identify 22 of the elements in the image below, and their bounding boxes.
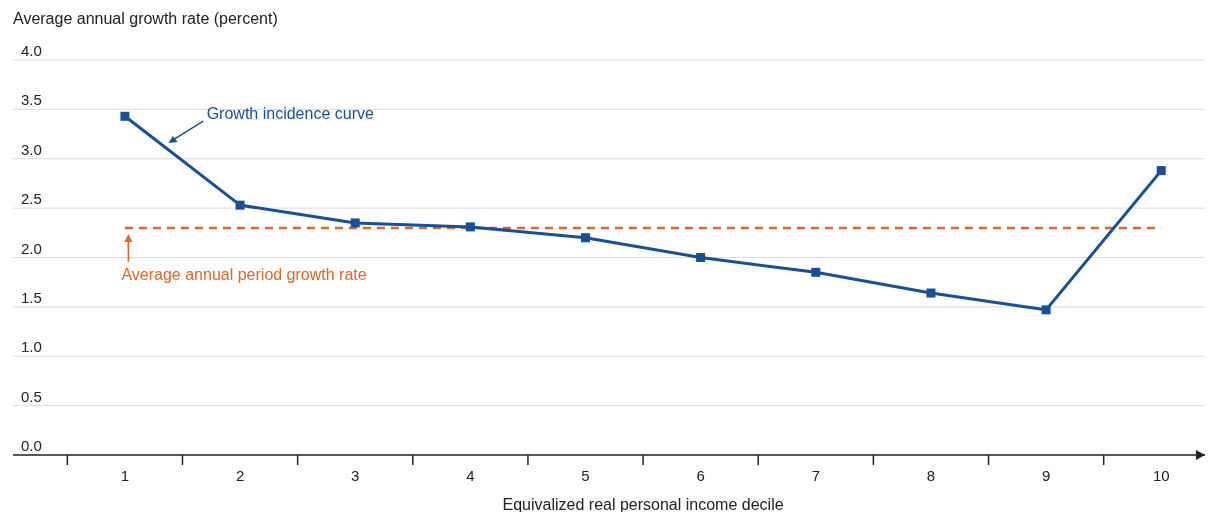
y-tick-label: 2.5 [21,190,42,208]
y-tick-label: 0.5 [21,387,42,405]
y-tick-label: 3.5 [21,91,42,109]
x-tick-label: 4 [466,467,475,484]
y-tick-label: 3.0 [21,140,42,158]
y-tick-label: 1.5 [21,288,42,306]
x-tick-label: 1 [120,467,130,484]
text: Growth incidence curve [206,105,374,123]
x-tick-label: 3 [351,467,360,484]
x-tick-label: 6 [696,467,705,484]
x-tick-label: 8 [926,467,936,484]
y-axis-title: Average annual growth rate (percent) [13,10,278,27]
legend-label: Average annual period growth rate [121,265,367,283]
x-tick-label: 5 [581,467,590,484]
y-tick-label: 2.0 [21,239,42,257]
x-tick-label: 7 [811,467,820,484]
x-tick-label: 10 [1152,467,1170,484]
y-tick-label: 1.0 [21,338,42,356]
x-tick-label: 2 [235,467,245,484]
y-tick-label: 4.0 [21,42,42,59]
y-tick-label: 0.0 [21,437,42,454]
x-tick-label: 9 [1041,467,1051,484]
